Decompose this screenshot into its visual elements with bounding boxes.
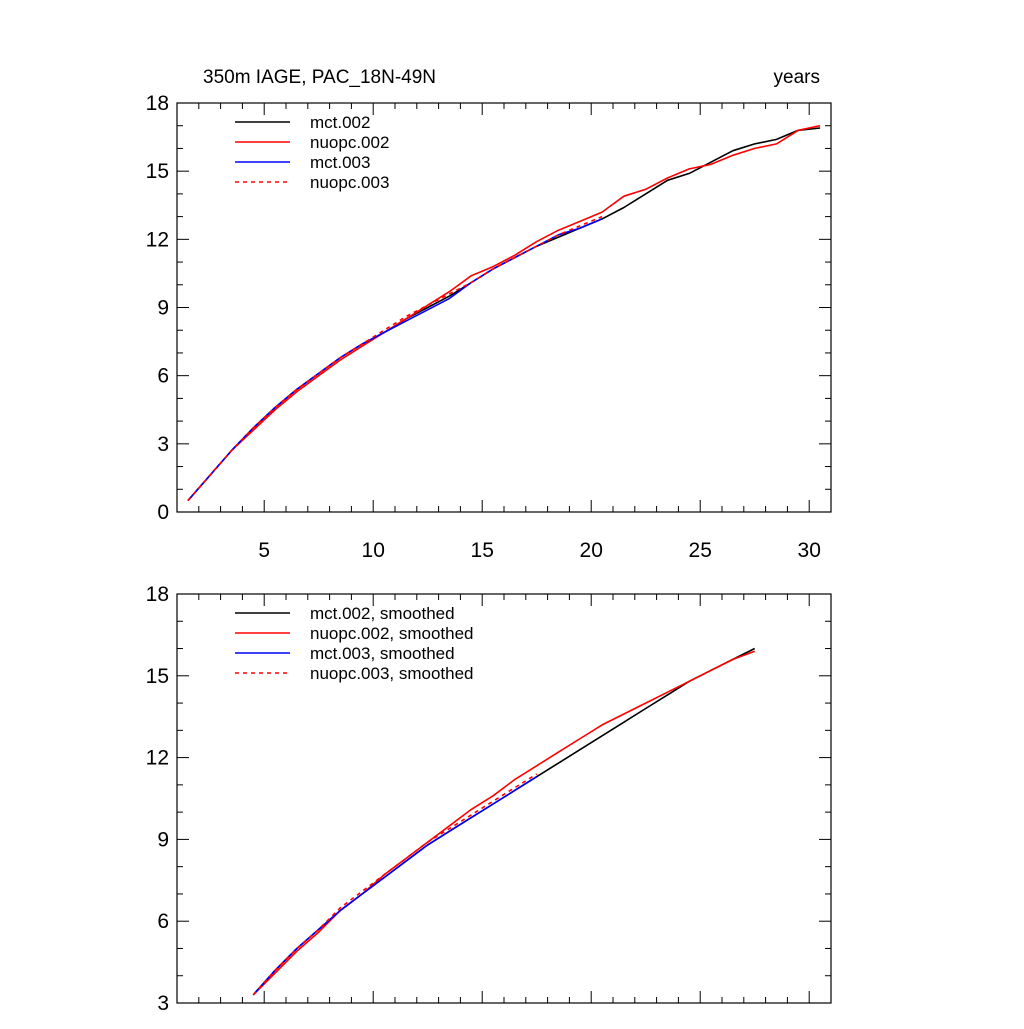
legend-label: mct.003 [310,153,370,172]
legend-label: nuopc.003, smoothed [310,664,474,683]
legend-label: mct.002 [310,113,370,132]
y-tick-label: 12 [146,228,169,251]
x-tick-label: 25 [689,539,712,562]
series-line-4 [252,773,538,996]
y-tick-label: 18 [146,92,169,115]
legend-label: nuopc.002 [310,133,389,152]
y-tick-label: 6 [157,365,169,388]
series-line-3 [187,218,603,502]
y-tick-label: 15 [146,160,169,183]
legend-label: nuopc.003 [310,173,389,192]
panel-title-left: 350m IAGE, PAC_18N-49N [203,67,436,88]
y-tick-label: 6 [157,910,169,933]
legend-label: nuopc.002, smoothed [310,624,474,643]
x-tick-label: 10 [362,539,385,562]
panel-title-right: years [774,67,820,88]
series-line-1 [187,127,821,502]
y-tick-label: 12 [146,747,169,770]
x-tick-label: 15 [471,539,494,562]
series-line-1 [252,647,756,996]
plot-frame [176,593,832,1004]
y-tick-label: 9 [157,297,169,320]
series-line-2 [187,124,821,502]
y-tick-label: 15 [146,665,169,688]
y-tick-label: 3 [157,992,169,1015]
top-panel: 5 10 15 20 25 30 0 3 6 9 12 15 18 mct.002nuopc.002mct… [146,92,832,562]
x-tick-label: 5 [258,539,270,562]
plot-frame [176,102,832,513]
y-tick-label: 0 [157,501,169,524]
legend-label: mct.002, smoothed [310,604,455,623]
x-tick-label: 30 [798,539,821,562]
x-tick-label: 20 [580,539,603,562]
series-line-3 [252,776,538,996]
y-tick-label: 9 [157,828,169,851]
legend-label: mct.003, smoothed [310,644,455,663]
y-tick-label: 3 [157,433,169,456]
series-line-4 [187,215,603,502]
series-line-2 [252,650,755,996]
y-tick-label: 18 [146,583,169,606]
